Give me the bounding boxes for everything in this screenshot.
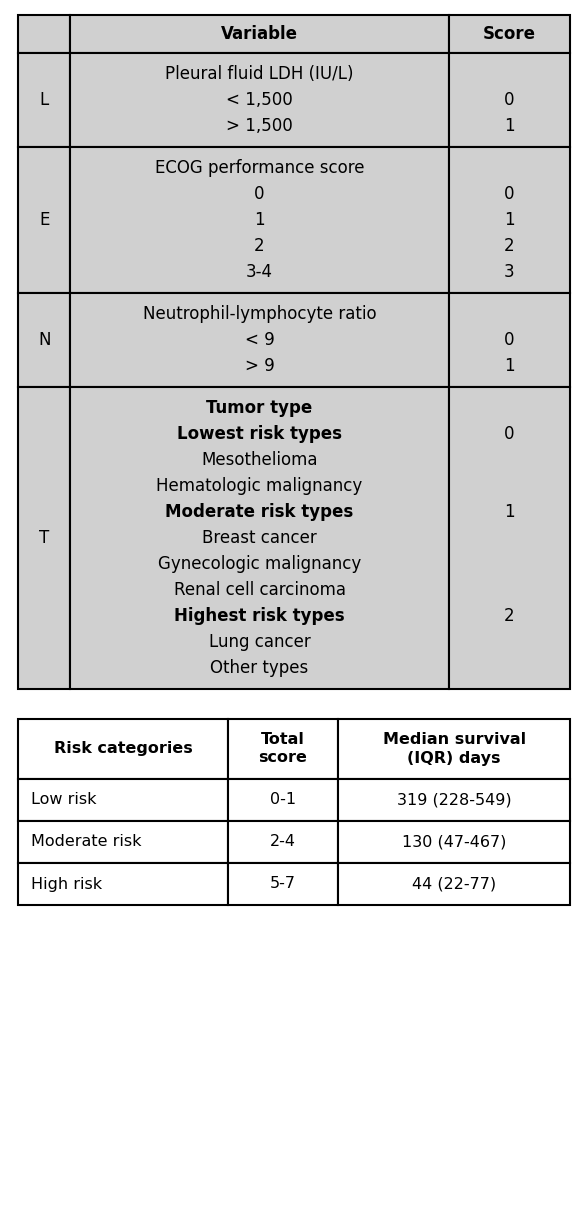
Text: Tumor type: Tumor type — [206, 399, 313, 417]
Text: Breast cancer: Breast cancer — [202, 529, 317, 547]
Bar — [449, 53, 570, 148]
Text: Gynecologic malignancy: Gynecologic malignancy — [158, 555, 361, 573]
Bar — [18, 293, 71, 387]
Text: Mesothelioma: Mesothelioma — [201, 451, 318, 469]
Text: Lowest risk types: Lowest risk types — [177, 426, 342, 443]
Text: Highest risk types: Highest risk types — [174, 606, 345, 625]
Bar — [18, 15, 71, 53]
Text: 3-4: 3-4 — [246, 263, 273, 280]
Text: 0-1: 0-1 — [270, 792, 296, 808]
Text: 130 (47-467): 130 (47-467) — [402, 834, 506, 850]
Text: 0: 0 — [504, 184, 514, 203]
Bar — [71, 148, 449, 293]
Text: 319 (228-549): 319 (228-549) — [397, 792, 512, 808]
Bar — [18, 779, 228, 820]
Text: Median survival: Median survival — [383, 733, 526, 748]
Text: T: T — [39, 529, 49, 547]
Bar — [449, 293, 570, 387]
Bar — [449, 387, 570, 689]
Bar — [18, 820, 228, 863]
Bar — [228, 863, 338, 905]
Bar — [71, 387, 449, 689]
Text: 1: 1 — [504, 503, 514, 522]
Text: (IQR) days: (IQR) days — [407, 750, 501, 765]
Text: 0: 0 — [504, 331, 514, 349]
Text: 3: 3 — [504, 263, 514, 280]
Text: Low risk: Low risk — [31, 792, 96, 808]
Bar — [71, 293, 449, 387]
Text: Other types: Other types — [211, 659, 309, 677]
Bar — [18, 387, 71, 689]
Bar — [18, 720, 228, 779]
Bar — [228, 779, 338, 820]
Text: Neutrophil-lymphocyte ratio: Neutrophil-lymphocyte ratio — [143, 305, 376, 323]
Text: E: E — [39, 212, 49, 229]
Text: > 9: > 9 — [245, 357, 275, 375]
Bar — [338, 863, 570, 905]
Text: 2: 2 — [504, 606, 514, 625]
Text: score: score — [259, 750, 308, 765]
Text: 5-7: 5-7 — [270, 877, 296, 892]
Bar — [71, 53, 449, 148]
Text: 1: 1 — [504, 117, 514, 135]
Bar — [18, 863, 228, 905]
Bar — [338, 720, 570, 779]
Bar — [449, 148, 570, 293]
Text: < 9: < 9 — [245, 331, 275, 349]
Text: Score: Score — [483, 25, 536, 43]
Text: 1: 1 — [254, 212, 265, 229]
Bar — [228, 820, 338, 863]
Text: Moderate risk: Moderate risk — [31, 834, 141, 850]
Text: Pleural fluid LDH (IU/L): Pleural fluid LDH (IU/L) — [165, 65, 354, 82]
Text: 1: 1 — [504, 212, 514, 229]
Text: 2: 2 — [254, 237, 265, 255]
Bar — [71, 15, 449, 53]
Text: 44 (22-77): 44 (22-77) — [412, 877, 496, 892]
Text: High risk: High risk — [31, 877, 102, 892]
Bar — [449, 15, 570, 53]
Text: Variable: Variable — [221, 25, 298, 43]
Text: L: L — [39, 91, 49, 109]
Text: N: N — [38, 331, 51, 349]
Text: Total: Total — [261, 733, 305, 748]
Bar — [18, 148, 71, 293]
Bar — [338, 820, 570, 863]
Text: Lung cancer: Lung cancer — [209, 633, 310, 651]
Text: Risk categories: Risk categories — [54, 742, 192, 756]
Bar — [18, 53, 71, 148]
Text: ECOG performance score: ECOG performance score — [155, 159, 364, 177]
Text: Moderate risk types: Moderate risk types — [165, 503, 353, 522]
Text: 2: 2 — [504, 237, 514, 255]
Text: 1: 1 — [504, 357, 514, 375]
Text: Renal cell carcinoma: Renal cell carcinoma — [173, 581, 346, 599]
Text: < 1,500: < 1,500 — [226, 91, 293, 109]
Text: > 1,500: > 1,500 — [226, 117, 293, 135]
Text: 2-4: 2-4 — [270, 834, 296, 850]
Text: 0: 0 — [504, 91, 514, 109]
Text: Hematologic malignancy: Hematologic malignancy — [156, 477, 363, 494]
Bar — [228, 720, 338, 779]
Text: 0: 0 — [504, 426, 514, 443]
Text: 0: 0 — [254, 184, 265, 203]
Bar — [338, 779, 570, 820]
